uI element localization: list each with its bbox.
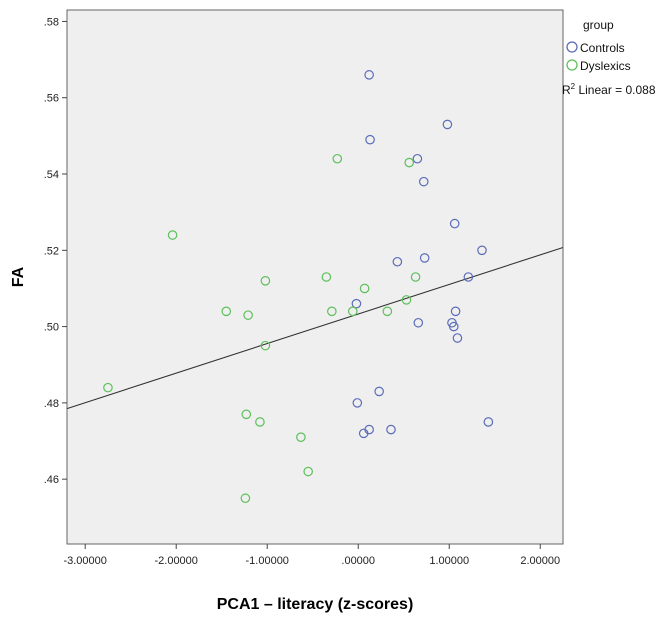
- legend-fit-prefix: R: [562, 83, 571, 97]
- data-points: [103, 70, 494, 504]
- x-tick-label: -3.00000: [63, 555, 106, 567]
- y-tick-label: .58: [44, 16, 59, 28]
- point-dyslexics: [332, 153, 343, 164]
- point-controls: [413, 317, 424, 328]
- plot-background: [66, 9, 564, 545]
- point-controls: [419, 253, 430, 263]
- legend-label-dyslexics: Dyslexics: [580, 59, 631, 73]
- legend-title: group: [583, 18, 614, 32]
- legend-marker-controls: [566, 41, 578, 53]
- point-dyslexics: [240, 493, 251, 504]
- fit-line-group: [66, 246, 564, 410]
- point-dyslexics: [347, 306, 358, 317]
- point-dyslexics: [296, 432, 306, 442]
- point-controls: [442, 119, 453, 130]
- point-dyslexics: [303, 466, 313, 477]
- point-dyslexics: [410, 272, 421, 282]
- point-controls: [483, 417, 494, 427]
- point-controls: [412, 153, 423, 164]
- point-dyslexics: [103, 382, 113, 393]
- x-tick-label: 2.00000: [520, 555, 560, 567]
- legend-fit-sup: 2: [571, 82, 576, 91]
- point-controls: [386, 424, 396, 435]
- point-controls: [364, 70, 374, 80]
- legend-label-controls: Controls: [580, 41, 625, 55]
- point-controls: [365, 134, 375, 145]
- x-tick-label: -2.00000: [154, 555, 197, 567]
- point-dyslexics: [401, 295, 412, 305]
- point-dyslexics: [260, 340, 271, 351]
- point-dyslexics: [260, 276, 271, 286]
- point-controls: [449, 218, 460, 229]
- y-tick-label: .56: [44, 93, 59, 105]
- x-tick-label: 1.00000: [429, 555, 469, 567]
- point-controls: [418, 176, 429, 187]
- legend-fit-suffix: Linear = 0.088: [575, 83, 656, 97]
- x-tick-label: -1.00000: [246, 555, 289, 567]
- point-controls: [352, 398, 363, 408]
- point-dyslexics: [221, 306, 232, 317]
- point-dyslexics: [327, 306, 337, 317]
- point-dyslexics: [241, 409, 252, 420]
- y-tick-label: .54: [44, 169, 59, 181]
- x-axis-title: PCA1 – literacy (z-scores): [217, 596, 414, 613]
- point-controls: [351, 298, 362, 309]
- x-tick-label: .00000: [341, 555, 375, 567]
- point-controls: [374, 386, 384, 397]
- y-tick-label: .52: [44, 245, 59, 257]
- y-axis: .46 .48 .50 .52 .54 .56 .58: [44, 16, 67, 486]
- point-dyslexics: [321, 272, 332, 282]
- point-controls: [448, 321, 459, 332]
- point-controls: [477, 245, 487, 256]
- point-dyslexics: [404, 157, 414, 168]
- y-tick-label: .46: [44, 474, 59, 486]
- legend-fit-label: R2 Linear = 0.088: [562, 82, 656, 97]
- legend: group Controls Dyslexics R2 Linear = 0.0…: [562, 18, 656, 97]
- y-axis-title: FA: [10, 266, 27, 287]
- y-tick-label: .50: [44, 322, 59, 334]
- point-controls: [358, 428, 369, 439]
- point-dyslexics: [382, 306, 393, 317]
- point-dyslexics: [243, 310, 253, 320]
- point-controls: [452, 333, 463, 343]
- point-controls: [450, 306, 461, 317]
- point-dyslexics: [359, 283, 370, 294]
- fit-line: [66, 246, 564, 410]
- y-tick-label: .48: [44, 398, 59, 410]
- point-dyslexics: [167, 230, 178, 240]
- point-controls: [463, 272, 474, 282]
- point-controls: [392, 256, 403, 267]
- point-dyslexics: [255, 417, 265, 427]
- x-axis: -3.00000 -2.00000 -1.00000 .00000 1.00000 2.0…: [63, 544, 560, 567]
- legend-marker-dyslexics: [566, 59, 578, 71]
